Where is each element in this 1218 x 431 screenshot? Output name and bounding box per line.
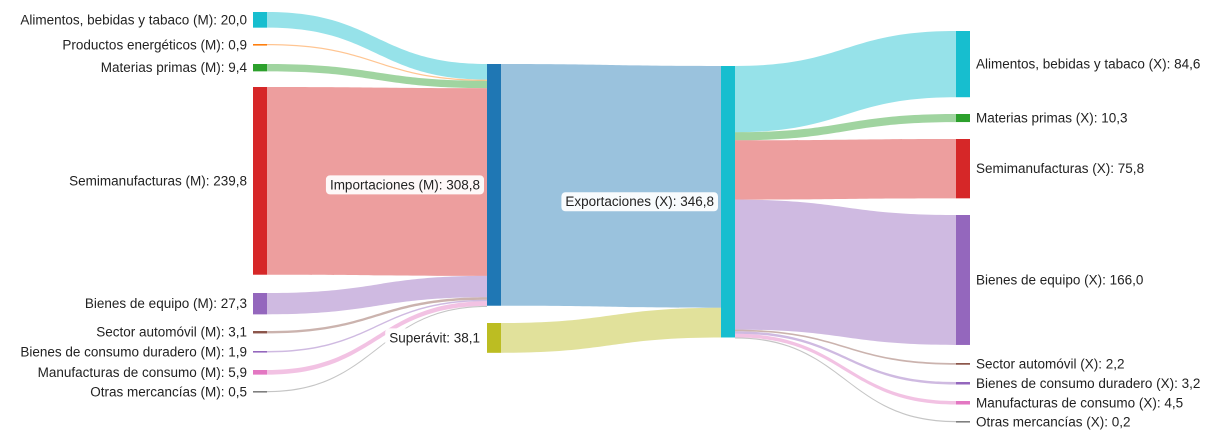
node-m_semi[interactable] — [253, 87, 267, 275]
link-exportaciones-to-x_bienes — [735, 199, 956, 345]
link-exportaciones-to-x_alim — [735, 31, 956, 133]
label-m_semi: Semimanufacturas (M): 239,8 — [69, 173, 247, 188]
node-x_otras[interactable] — [956, 421, 970, 423]
label-x_bienes: Bienes de equipo (X): 166,0 — [976, 272, 1143, 287]
link-exportaciones-to-x_manuf — [735, 333, 956, 405]
label-superavit: Superávit: 38,1 — [389, 330, 480, 345]
node-m_auto[interactable] — [253, 331, 267, 334]
node-m_energ[interactable] — [253, 44, 267, 46]
node-m_otras[interactable] — [253, 391, 267, 393]
node-m_manuf[interactable] — [253, 370, 267, 375]
label-m_otras: Otras mercancías (M): 0,5 — [90, 384, 247, 399]
node-x_alim[interactable] — [956, 31, 970, 98]
node-m_mat[interactable] — [253, 64, 267, 72]
node-x_semi[interactable] — [956, 139, 970, 199]
label-x_auto: Sector automóvil (X): 2,2 — [976, 356, 1125, 371]
label-m_dur: Bienes de consumo duradero (M): 1,9 — [20, 344, 247, 359]
link-exportaciones-to-x_auto — [735, 329, 956, 365]
link-importaciones-to-exportaciones — [501, 64, 721, 308]
label-importaciones: Importaciones (M): 308,8 — [330, 177, 480, 192]
node-x_dur[interactable] — [956, 382, 970, 385]
sankey-links — [267, 12, 956, 423]
link-exportaciones-to-x_dur — [735, 331, 956, 385]
node-m_bienes[interactable] — [253, 293, 267, 315]
label-m_alim: Alimentos, bebidas y tabaco (M): 20,0 — [20, 12, 247, 27]
node-importaciones[interactable] — [487, 64, 501, 306]
link-m_otras-to-importaciones — [267, 305, 487, 393]
link-m_bienes-to-importaciones — [267, 275, 487, 315]
node-x_auto[interactable] — [956, 363, 970, 365]
label-m_energ: Productos energéticos (M): 0,9 — [62, 37, 247, 52]
node-superavit[interactable] — [487, 323, 501, 353]
label-m_bienes: Bienes de equipo (M): 27,3 — [85, 296, 247, 311]
node-x_manuf[interactable] — [956, 401, 970, 405]
label-bg-importaciones — [325, 175, 484, 195]
node-exportaciones[interactable] — [721, 66, 735, 338]
label-x_manuf: Manufacturas de consumo (X): 4,5 — [976, 395, 1183, 410]
label-m_manuf: Manufacturas de consumo (M): 5,9 — [38, 365, 247, 380]
link-m_manuf-to-importaciones — [267, 301, 487, 375]
label-bg-superavit — [385, 328, 484, 348]
node-m_alim[interactable] — [253, 12, 267, 28]
link-superavit-to-exportaciones — [501, 307, 721, 353]
label-x_alim: Alimentos, bebidas y tabaco (X): 84,6 — [976, 57, 1200, 72]
label-exportaciones: Exportaciones (X): 346,8 — [565, 194, 714, 209]
sankey-labels: Alimentos, bebidas y tabaco (M): 20,0 Pro… — [20, 12, 1200, 429]
node-x_mat[interactable] — [956, 114, 970, 123]
link-m_dur-to-importaciones — [267, 299, 487, 353]
label-bg-exportaciones — [561, 192, 718, 212]
label-x_dur: Bienes de consumo duradero (X): 3,2 — [976, 376, 1200, 391]
link-m_mat-to-importaciones — [267, 64, 487, 89]
link-m_alim-to-importaciones — [267, 12, 487, 80]
node-x_bienes[interactable] — [956, 215, 970, 345]
link-m_energ-to-importaciones — [267, 44, 487, 81]
sankey-nodes — [253, 12, 970, 423]
link-m_auto-to-importaciones — [267, 297, 487, 334]
label-x_otras: Otras mercancías (X): 0,2 — [976, 414, 1131, 429]
link-exportaciones-to-x_semi — [735, 139, 956, 200]
label-m_auto: Sector automóvil (M): 3,1 — [96, 325, 247, 340]
label-m_mat: Materias primas (M): 9,4 — [101, 60, 248, 75]
label-x_mat: Materias primas (X): 10,3 — [976, 111, 1128, 126]
label-x_semi: Semimanufacturas (X): 75,8 — [976, 161, 1144, 176]
link-exportaciones-to-x_otras — [735, 337, 956, 423]
node-m_dur[interactable] — [253, 351, 267, 353]
link-exportaciones-to-x_mat — [735, 114, 956, 141]
